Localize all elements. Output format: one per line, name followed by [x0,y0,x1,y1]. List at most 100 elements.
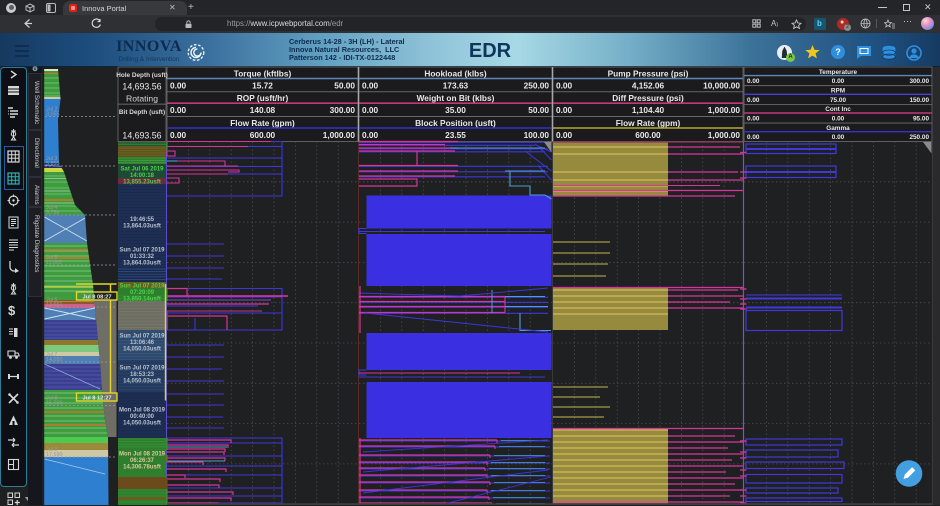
svg-text:14:00:18: 14:00:18 [130,173,155,179]
svg-text:Jul 5: Jul 5 [46,255,57,261]
svg-text:Mon Jul 08 2019: Mon Jul 08 2019 [119,452,166,458]
svg-text:Mon Jul 08 2019: Mon Jul 08 2019 [119,408,166,414]
svg-text:Cont Inc: Cont Inc [825,106,851,113]
svg-text:Jul 6: Jul 6 [46,297,57,303]
svg-text:Jul 2: Jul 2 [46,107,57,113]
svg-text:300.00: 300.00 [909,78,929,85]
svg-text:13,850.14usft: 13,850.14usft [123,296,161,302]
svg-text:600.00: 600.00 [635,130,661,140]
svg-text:0.00: 0.00 [362,80,379,90]
svg-text:00:40:00: 00:40:00 [130,414,155,420]
svg-text:⚙: ⚙ [32,65,38,73]
svg-text:14,693.56: 14,693.56 [122,131,161,141]
svg-text:17,590: 17,590 [46,452,63,458]
svg-text:4,152.06: 4,152.06 [632,80,665,90]
svg-text:Pump Pressure (psi): Pump Pressure (psi) [608,68,689,78]
svg-text:100.00: 100.00 [524,130,550,140]
svg-text:Weight on Bit (klbs): Weight on Bit (klbs) [417,93,495,103]
svg-text:1,000.00: 1,000.00 [323,130,356,140]
svg-text:0.00: 0.00 [747,116,760,123]
svg-text:0.00: 0.00 [832,116,845,123]
svg-text:13:06:46: 13:06:46 [130,340,155,346]
svg-text:35.00: 35.00 [445,105,466,115]
svg-text:11,002: 11,002 [46,260,62,266]
svg-text:1,000.00: 1,000.00 [708,130,741,140]
svg-text:50.00: 50.00 [334,80,355,90]
svg-text:0.00: 0.00 [362,105,379,115]
svg-text:Jul 8: Jul 8 [46,396,57,402]
svg-text:14,050.03usft: 14,050.03usft [123,420,161,426]
svg-text:0.00: 0.00 [170,105,187,115]
svg-text:Flow Rate (gpm): Flow Rate (gpm) [230,118,295,128]
svg-text:07:20:09: 07:20:09 [130,290,155,296]
svg-text:15.72: 15.72 [252,80,273,90]
svg-text:14,050.03usft: 14,050.03usft [123,378,161,384]
svg-text:Gamma: Gamma [826,125,850,132]
svg-text:0.00: 0.00 [832,78,845,85]
svg-text:23.55: 23.55 [445,130,466,140]
svg-text:Bit Depth (usft): Bit Depth (usft) [119,109,165,116]
svg-text:Hookload (klbs): Hookload (klbs) [424,68,486,78]
svg-text:Jul 3: Jul 3 [46,156,57,162]
svg-text:13,651: 13,651 [46,302,63,308]
svg-text:5,855: 5,855 [46,161,60,167]
svg-text:14,050: 14,050 [46,357,63,363]
svg-text:19:46:55: 19:46:55 [130,217,155,223]
svg-text:0.00: 0.00 [747,134,760,141]
svg-text:Sun Jul 07 2019: Sun Jul 07 2019 [119,366,165,372]
svg-text:75.00: 75.00 [830,97,846,104]
svg-text:Jul 7: Jul 7 [46,352,57,358]
svg-text:Sun Jul 07 2019: Sun Jul 07 2019 [119,284,165,290]
svg-text:Directional: Directional [33,138,40,168]
svg-text:140.08: 140.08 [250,105,276,115]
svg-text:13,855.23usft: 13,855.23usft [123,179,161,185]
svg-text:14,693.56: 14,693.56 [122,81,161,91]
svg-text:9,756: 9,756 [46,210,60,216]
svg-text:13,864.03usft: 13,864.03usft [123,260,161,266]
svg-text:18:53:23: 18:53:23 [130,372,155,378]
svg-text:0.00: 0.00 [832,134,845,141]
svg-text:15,299: 15,299 [46,401,63,407]
svg-text:Diff Pressure (psi): Diff Pressure (psi) [612,93,684,103]
svg-text:Rotating: Rotating [126,93,158,103]
svg-text:95.00: 95.00 [913,116,929,123]
svg-text:Sun Jul 07 2019: Sun Jul 07 2019 [119,248,165,254]
svg-text:1,000.00: 1,000.00 [708,105,741,115]
svg-text:1,104.40: 1,104.40 [632,105,665,115]
svg-text:0.00: 0.00 [170,80,187,90]
svg-text:Jul 8 12:27: Jul 8 12:27 [82,395,111,401]
svg-text:0.00: 0.00 [170,130,187,140]
svg-text:Torque (kftlbs): Torque (kftlbs) [234,68,292,78]
svg-text:Jul 9: Jul 9 [46,447,57,453]
svg-text:0.00: 0.00 [747,78,760,85]
svg-text:14,050.03usft: 14,050.03usft [123,346,161,352]
svg-text:13,864.03usft: 13,864.03usft [123,223,161,229]
svg-text:Sun Jul 07 2019: Sun Jul 07 2019 [119,334,165,340]
svg-text:0.00: 0.00 [556,105,573,115]
svg-text:250.00: 250.00 [524,80,550,90]
svg-text:Jul 4: Jul 4 [46,205,57,211]
svg-text:300.00: 300.00 [330,105,356,115]
svg-text:0.00: 0.00 [556,80,573,90]
svg-text:0.00: 0.00 [747,97,760,104]
svg-text:173.63: 173.63 [443,80,469,90]
svg-text:01:33:32: 01:33:32 [130,254,155,260]
svg-text:Block Position (usft): Block Position (usft) [415,118,496,128]
svg-text:Well Schematic: Well Schematic [33,81,40,124]
svg-text:Sat Jul 06 2019: Sat Jul 06 2019 [120,167,164,173]
svg-text:RPM: RPM [831,88,845,95]
svg-text:Jul 8 08:27: Jul 8 08:27 [82,294,111,300]
svg-text:0.00: 0.00 [556,130,573,140]
svg-text:Flow Rate (gpm): Flow Rate (gpm) [616,118,681,128]
svg-text:3,055: 3,055 [46,112,60,118]
svg-text:50.00: 50.00 [528,105,549,115]
svg-text:600.00: 600.00 [250,130,276,140]
svg-text:Alarms: Alarms [33,185,40,205]
svg-text:10,000.00: 10,000.00 [703,80,740,90]
svg-text:150.00: 150.00 [909,97,929,104]
svg-text:06:26:37: 06:26:37 [130,458,155,464]
svg-text:250.00: 250.00 [909,134,929,141]
svg-text:Temperature: Temperature [819,69,858,76]
svg-text:0.00: 0.00 [362,130,379,140]
svg-text:14,306.78usft: 14,306.78usft [123,464,161,470]
